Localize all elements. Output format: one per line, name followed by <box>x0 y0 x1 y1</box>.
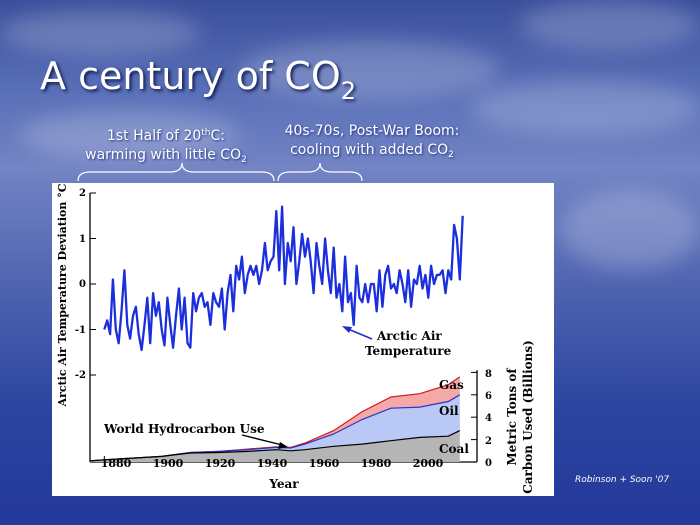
note-first-half: 1st Half of 20thC: warming with little C… <box>66 124 266 170</box>
cloud <box>560 190 700 270</box>
credit-text: Robinson + Soon '07 <box>575 475 670 485</box>
arctic-annotation-line2: Temperature <box>365 344 452 358</box>
temperature-series <box>103 205 464 352</box>
hydrocarbon-arrow-head <box>278 442 288 449</box>
y-axis-label-right-line2: Carbon Used (Billions) <box>521 340 535 494</box>
carbon-tick-label: 2 <box>485 436 492 447</box>
temp-tick-label: 1 <box>79 234 86 245</box>
oil-label: Oil <box>439 404 459 418</box>
arctic-annotation-line1: Arctic Air <box>376 329 442 343</box>
hydrocarbon-areas <box>89 376 461 462</box>
x-axis-label: Year <box>268 477 299 491</box>
carbon-tick-label: 6 <box>485 391 492 402</box>
cloud <box>470 80 700 135</box>
chart-labels: Year Arctic Air Temperature Deviation °C… <box>56 183 535 494</box>
carbon-tick-label: 4 <box>485 413 492 424</box>
cloud <box>0 10 200 55</box>
note-text: 1st Half of 20 <box>106 128 202 144</box>
x-tick-label: 1940 <box>257 457 288 470</box>
title-text: A century of CO <box>40 54 341 98</box>
hydrocarbon-arrow-shaft <box>241 434 283 446</box>
coal-label: Coal <box>439 442 469 456</box>
cloud <box>520 0 700 50</box>
title-subscript: 2 <box>340 77 357 105</box>
arctic-temperature-line <box>103 205 464 352</box>
note-post-war-line2: cooling with added CO2 <box>272 141 472 165</box>
note-text: cooling with added CO <box>290 142 449 158</box>
note-subscript: 2 <box>448 150 454 160</box>
note-text: C: <box>210 128 226 144</box>
chart-panel: 1880 1900 1920 1940 1960 1980 2000 2 1 0… <box>52 183 554 496</box>
hydrocarbon-annotation: World Hydrocarbon Use <box>103 422 265 436</box>
x-tick-label: 1900 <box>153 457 184 470</box>
carbon-tick-label: 8 <box>485 369 492 380</box>
slide-title: A century of CO2 <box>40 54 356 105</box>
temp-tick-label: 0 <box>79 279 86 290</box>
note-post-war: 40s-70s, Post-War Boom: cooling with add… <box>272 122 472 165</box>
temp-tick-label: -2 <box>75 370 86 381</box>
note-subscript: 2 <box>241 155 247 165</box>
brace-first-half <box>77 162 275 182</box>
gas-label: Gas <box>439 378 464 392</box>
note-first-half-line2: warming with little CO2 <box>66 146 266 170</box>
carbon-tick-label: 0 <box>485 458 492 469</box>
y-axis-label-left: Arctic Air Temperature Deviation °C <box>56 183 69 407</box>
arctic-arrow-shaft <box>347 328 373 340</box>
note-superscript: th <box>201 128 211 138</box>
note-text: warming with little CO <box>85 147 242 163</box>
temp-tick-label: -1 <box>75 325 86 336</box>
x-tick-label: 1880 <box>101 457 132 470</box>
x-tick-label: 2000 <box>413 457 444 470</box>
x-tick-label: 1980 <box>361 457 392 470</box>
cloud <box>240 40 500 100</box>
chart-ticks: 1880 1900 1920 1940 1960 1980 2000 2 1 0… <box>75 188 492 470</box>
cloud <box>20 110 240 160</box>
note-first-half-line1: 1st Half of 20thC: <box>66 124 266 146</box>
x-tick-label: 1920 <box>205 457 236 470</box>
temp-tick-label: 2 <box>79 188 86 199</box>
x-tick-label: 1960 <box>309 457 340 470</box>
y-axis-label-right-line1: Metric Tons of <box>505 368 519 466</box>
note-post-war-line1: 40s-70s, Post-War Boom: <box>284 123 460 139</box>
brace-post-war <box>277 162 363 182</box>
arctic-arrow-head <box>342 326 352 333</box>
coal-line <box>89 430 461 462</box>
chart-svg: 1880 1900 1920 1940 1960 1980 2000 2 1 0… <box>56 183 535 494</box>
